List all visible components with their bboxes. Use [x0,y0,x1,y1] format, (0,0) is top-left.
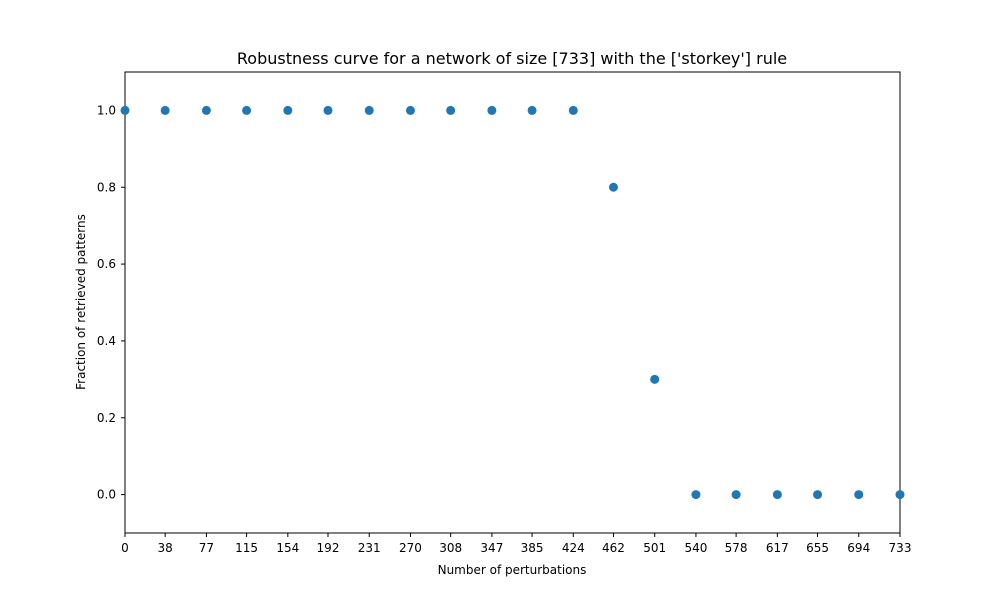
data-point [527,105,537,115]
x-tick-label: 192 [317,541,340,555]
x-tick-label: 0 [121,541,129,555]
x-tick-label: 462 [602,541,625,555]
x-tick-label: 154 [276,541,299,555]
data-point [731,490,741,500]
x-axis-label: Number of perturbations [438,563,587,577]
data-point [201,105,211,115]
data-point [691,490,701,500]
x-tick-label: 77 [199,541,214,555]
y-axis: 0.0 0.2 0.4 0.6 0.8 1.0 [97,103,125,502]
data-point [650,374,660,384]
data-point [120,105,130,115]
data-point [160,105,170,115]
x-tick-label: 501 [643,541,666,555]
x-tick-label: 347 [480,541,503,555]
x-tick-label: 231 [358,541,381,555]
x-tick-label: 694 [847,541,870,555]
x-tick-label: 578 [725,541,748,555]
data-point [242,105,252,115]
chart-title: Robustness curve for a network of size [… [237,49,787,68]
data-point [813,490,823,500]
y-tick-label: 1.0 [97,103,116,117]
y-tick-label: 0.4 [97,334,116,348]
x-tick-label: 38 [158,541,173,555]
data-point [854,490,864,500]
x-tick-label: 385 [521,541,544,555]
data-point [405,105,415,115]
data-point [446,105,456,115]
y-tick-label: 0.0 [97,488,116,502]
data-point [323,105,333,115]
data-point [364,105,374,115]
plot-area [124,71,901,534]
x-tick-label: 617 [766,541,789,555]
y-tick-label: 0.8 [97,180,116,194]
x-tick-label: 540 [684,541,707,555]
x-tick-label: 115 [235,541,258,555]
y-axis-label: Fraction of retrieved patterns [74,214,88,390]
data-point [568,105,578,115]
data-point [487,105,497,115]
data-series [120,105,905,500]
y-tick-label: 0.6 [97,257,116,271]
x-tick-label: 308 [439,541,462,555]
data-point [608,182,618,192]
x-tick-label: 270 [399,541,422,555]
data-point [283,105,293,115]
data-point [895,490,905,500]
x-tick-label: 424 [562,541,585,555]
x-tick-label: 733 [889,541,912,555]
x-axis: 0 38 77 115 154 192 231 270 308 347 385 424 462 501 54… [121,533,911,555]
x-tick-label: 655 [806,541,829,555]
y-tick-label: 0.2 [97,411,116,425]
data-point [772,490,782,500]
